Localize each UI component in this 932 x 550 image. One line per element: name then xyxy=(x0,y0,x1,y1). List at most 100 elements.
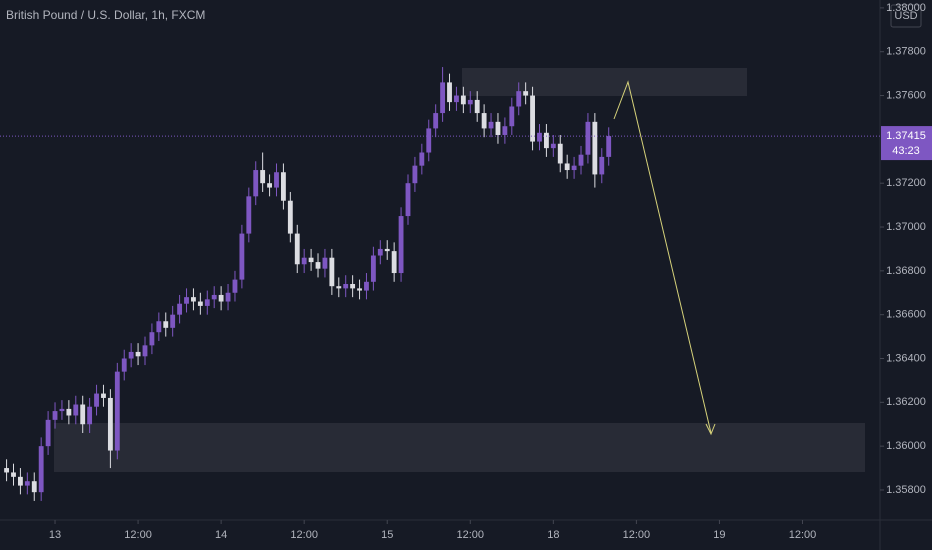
x-tick-label: 18 xyxy=(547,529,559,541)
candle-body xyxy=(537,132,542,142)
y-tick-label: 1.37800 xyxy=(886,46,926,58)
last-price-box xyxy=(881,126,932,161)
candle-body xyxy=(239,233,245,280)
support-zone xyxy=(54,423,865,472)
x-tick-label: 19 xyxy=(713,529,725,541)
candle-body xyxy=(530,95,535,142)
x-tick-label: 12:00 xyxy=(124,529,152,541)
x-tick-label: 15 xyxy=(381,529,393,541)
candle-body xyxy=(308,257,314,263)
candle-body xyxy=(197,301,203,306)
x-tick-label: 12:00 xyxy=(457,529,485,541)
y-tick-label: 1.35800 xyxy=(886,484,926,496)
countdown: 43:23 xyxy=(892,145,920,157)
candle-body xyxy=(509,106,515,127)
candle-body xyxy=(571,165,577,171)
candle-body xyxy=(592,121,598,175)
candle-body xyxy=(107,397,113,451)
candles xyxy=(4,67,612,501)
candle-body xyxy=(523,91,529,96)
candle-body xyxy=(156,321,162,333)
candle-body xyxy=(31,481,37,493)
candle-body xyxy=(488,121,494,129)
y-tick-label: 1.36400 xyxy=(886,352,926,364)
candle-body xyxy=(315,262,321,269)
candle-body xyxy=(211,294,217,300)
candle-body xyxy=(170,314,176,328)
candle-body xyxy=(433,113,439,129)
y-tick-label: 1.37600 xyxy=(886,89,926,101)
candle-body xyxy=(440,82,446,114)
candle-body xyxy=(94,393,99,407)
candle-body xyxy=(426,128,432,153)
candle-body xyxy=(412,165,418,184)
x-tick-label: 14 xyxy=(215,529,227,541)
candle-body xyxy=(578,154,584,166)
candle-body xyxy=(4,468,9,473)
candle-body xyxy=(377,248,383,256)
candle-body xyxy=(585,121,591,155)
candle-body xyxy=(557,143,563,164)
candle-body xyxy=(343,283,349,289)
candle-body xyxy=(253,170,259,197)
y-tick-label: 1.38000 xyxy=(886,2,926,14)
candle-body xyxy=(294,233,300,265)
candle-body xyxy=(481,113,487,129)
candle-body xyxy=(405,183,411,217)
candle-body xyxy=(280,172,286,201)
candle-body xyxy=(52,411,58,420)
currency-label[interactable]: USD xyxy=(894,10,917,22)
x-tick-label: 12:00 xyxy=(789,529,817,541)
candle-body xyxy=(467,99,473,105)
candle-body xyxy=(516,91,522,107)
candle-body xyxy=(38,446,44,493)
candle-body xyxy=(17,476,23,486)
candle-body xyxy=(564,163,570,171)
candle-body xyxy=(114,371,120,451)
candle-body xyxy=(495,121,501,135)
x-tick-label: 12:00 xyxy=(290,529,318,541)
candle-body xyxy=(606,136,612,157)
candle-body xyxy=(45,419,51,447)
y-tick-label: 1.36600 xyxy=(886,309,926,321)
candle-body xyxy=(322,257,328,269)
candle-body xyxy=(135,351,141,357)
candle-body xyxy=(121,358,127,372)
candle-body xyxy=(301,257,307,265)
candle-body xyxy=(87,406,93,425)
y-tick-label: 1.37200 xyxy=(886,177,926,189)
candle-body xyxy=(142,345,148,357)
candle-body xyxy=(419,152,425,166)
last-price-label: 1.37415 xyxy=(886,130,926,142)
candle-body xyxy=(357,288,362,291)
y-tick-label: 1.36000 xyxy=(886,440,926,452)
projection-arrow xyxy=(613,80,712,434)
candle-body xyxy=(128,351,134,359)
candle-body xyxy=(460,95,466,105)
candle-body xyxy=(204,299,210,306)
candle-body xyxy=(267,183,272,188)
candle-body xyxy=(11,472,16,477)
candle-body xyxy=(80,404,86,425)
candle-body xyxy=(474,99,480,114)
candle-body xyxy=(599,156,605,175)
candle-body xyxy=(447,82,452,103)
candle-body xyxy=(232,279,238,293)
candle-body xyxy=(218,294,224,302)
candle-body xyxy=(149,332,155,346)
candle-body xyxy=(191,297,196,302)
candle-body xyxy=(370,255,376,282)
candle-body xyxy=(391,251,397,274)
x-tick-label: 13 xyxy=(49,529,61,541)
candle-body xyxy=(73,404,79,416)
candle-body xyxy=(543,132,549,149)
candle-body xyxy=(364,281,369,291)
candle-body xyxy=(398,216,404,274)
candle-body xyxy=(274,172,279,188)
candle-body xyxy=(329,257,335,287)
currency-box[interactable] xyxy=(890,4,922,28)
candle-body xyxy=(66,408,72,416)
y-tick-label: 1.37000 xyxy=(886,221,926,233)
